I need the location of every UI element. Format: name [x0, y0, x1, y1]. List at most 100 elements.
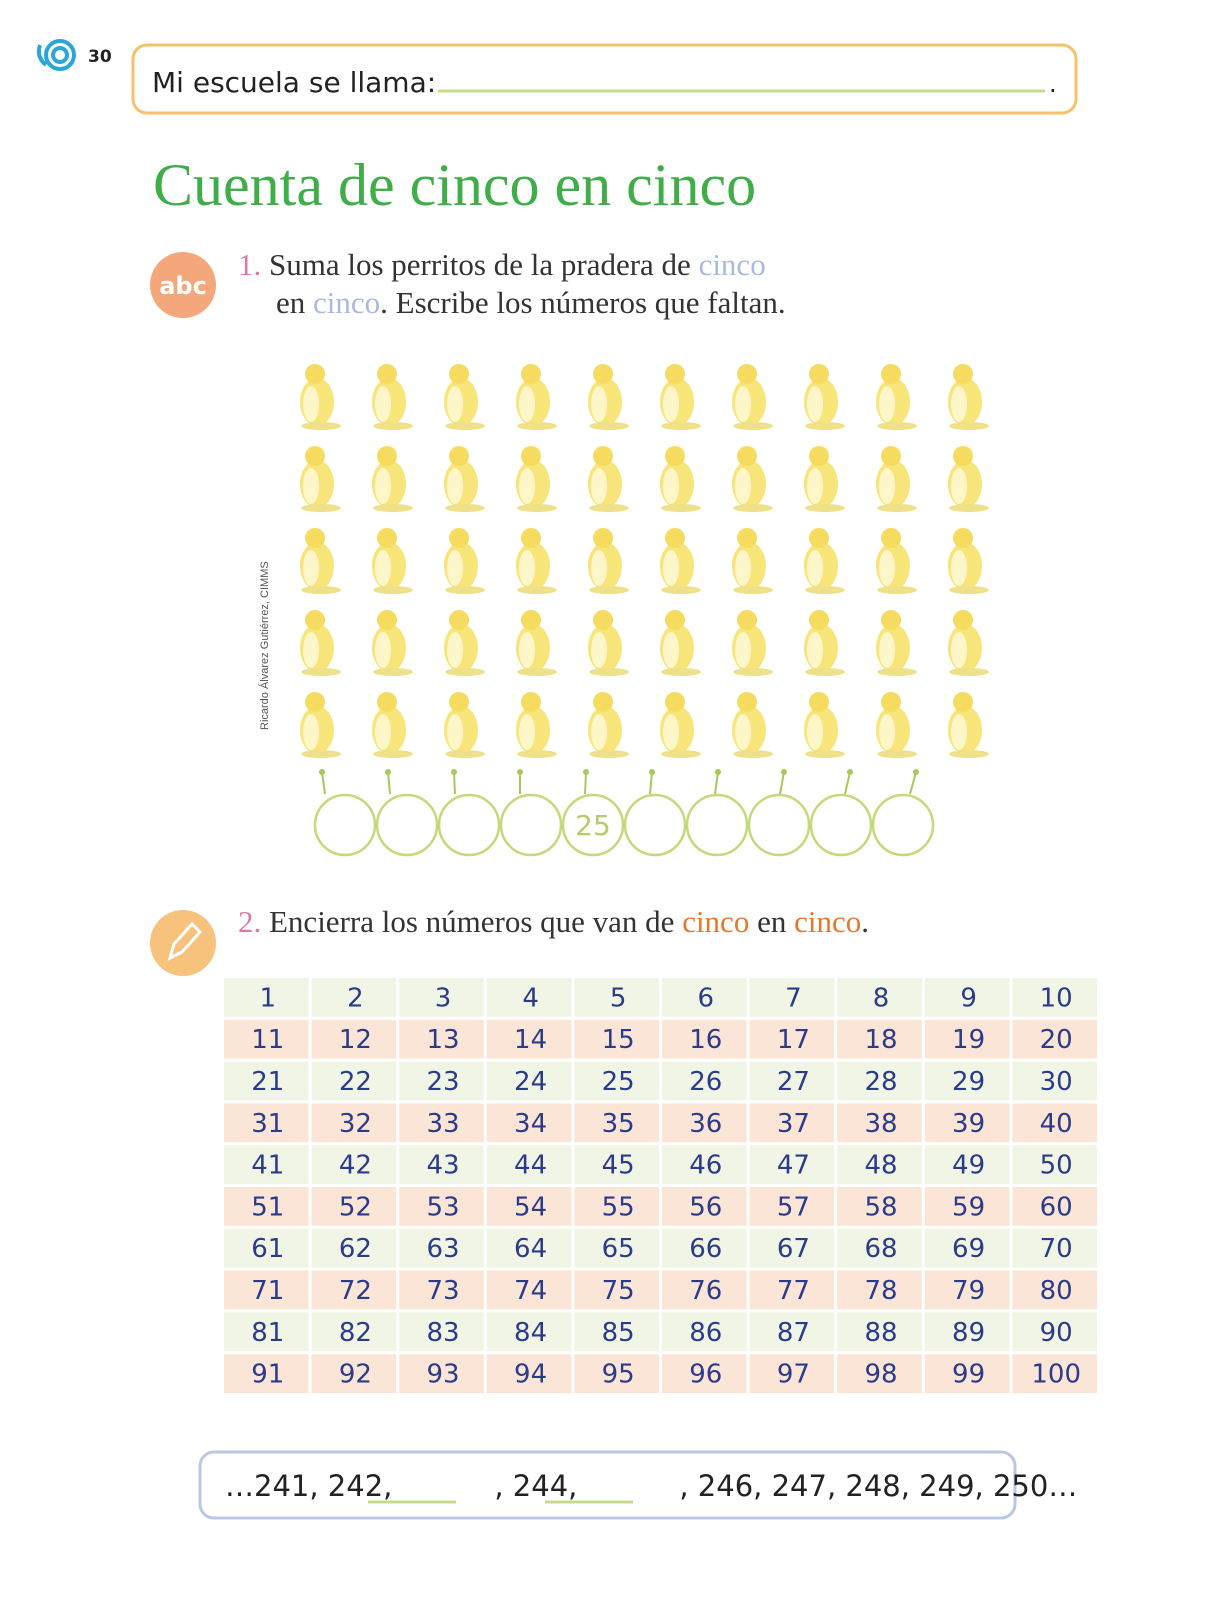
cell [924, 1187, 1010, 1226]
cell-number: 76 [689, 1276, 722, 1306]
cell [574, 1312, 659, 1352]
cell-number: 74 [514, 1276, 547, 1306]
cell [662, 1187, 747, 1226]
cell [224, 1103, 309, 1143]
cell-number: 1 [260, 983, 277, 1013]
dog-head [593, 528, 613, 548]
dog-belly [735, 550, 751, 586]
dog-feet [733, 750, 773, 758]
prairie-dog [660, 364, 701, 430]
cell-number: 16 [689, 1025, 722, 1055]
arrow [844, 771, 851, 795]
cell [837, 1103, 922, 1143]
dog-feet [949, 422, 989, 430]
dog-head [305, 692, 325, 712]
prairie-dog [588, 446, 629, 512]
cell-number: 39 [952, 1109, 985, 1139]
cell-number: 68 [864, 1234, 897, 1264]
cell-number: 61 [251, 1234, 284, 1264]
cell [399, 1312, 484, 1352]
cell [224, 1145, 309, 1184]
cell-number: 86 [689, 1318, 722, 1348]
cell [662, 1145, 747, 1184]
dog-feet [373, 504, 413, 512]
prairie-dog [804, 364, 845, 430]
cell [486, 1103, 572, 1143]
dog-feet [373, 668, 413, 676]
cell-number: 3 [435, 983, 452, 1013]
dog-head [737, 610, 757, 630]
arrow [714, 771, 719, 795]
dog-belly [447, 386, 463, 422]
cell [224, 1019, 309, 1059]
cell [1012, 1145, 1097, 1184]
cell [924, 1145, 1010, 1184]
cell-number: 52 [339, 1192, 372, 1222]
dog-belly [951, 468, 967, 504]
cell [1012, 1270, 1097, 1310]
book-icon [36, 39, 76, 71]
dog-feet [373, 586, 413, 594]
cell-number: 69 [952, 1234, 985, 1264]
cell-number: 11 [251, 1025, 284, 1055]
dog-head [305, 528, 325, 548]
cell [224, 1354, 309, 1393]
dog-head [593, 610, 613, 630]
cell-number: 55 [602, 1192, 635, 1222]
dog-head [449, 446, 469, 466]
dog-belly [879, 714, 895, 750]
cell [662, 1228, 747, 1268]
cell-number: 75 [602, 1276, 635, 1306]
dog-head [665, 692, 685, 712]
cell-number: 100 [1031, 1360, 1081, 1390]
arrow-head [517, 769, 523, 775]
prairie-dog [804, 446, 845, 512]
cell [749, 1312, 835, 1352]
cell [837, 1145, 922, 1184]
prairie-dog [948, 364, 989, 430]
cell-number: 62 [339, 1234, 372, 1264]
answer-circle [437, 793, 501, 857]
dog-head [305, 610, 325, 630]
cell [311, 1061, 397, 1101]
dog-belly [735, 468, 751, 504]
prairie-dog [516, 692, 557, 758]
prairie-dog [444, 528, 485, 594]
dog-belly [663, 550, 679, 586]
dog-feet [733, 422, 773, 430]
cell-number: 91 [251, 1360, 284, 1390]
dog-feet [877, 422, 917, 430]
dog-belly [447, 714, 463, 750]
cell-number: 97 [777, 1360, 810, 1390]
dog-feet [661, 504, 701, 512]
cell-number: 51 [251, 1192, 284, 1222]
dog-feet [877, 504, 917, 512]
prairie-dog [660, 692, 701, 758]
cell [311, 1145, 397, 1184]
dog-feet [733, 668, 773, 676]
cell [486, 978, 572, 1017]
abc-icon [150, 252, 216, 318]
arrow-head [781, 769, 787, 775]
dog-head [665, 528, 685, 548]
cell [924, 1061, 1010, 1101]
cell [574, 1270, 659, 1310]
prairie-dog [516, 610, 557, 676]
dog-belly [519, 386, 535, 422]
cell-number: 26 [689, 1067, 722, 1097]
dog-belly [591, 386, 607, 422]
prairie-dog [876, 528, 917, 594]
cell [1012, 1187, 1097, 1226]
prairie-dog [372, 528, 413, 594]
cell [399, 1354, 484, 1393]
prairie-dog [732, 610, 773, 676]
dog-belly [591, 550, 607, 586]
dog-belly [807, 386, 823, 422]
prairie-dog [516, 528, 557, 594]
cell [1012, 1061, 1097, 1101]
cell [1012, 1312, 1097, 1352]
dog-feet [517, 586, 557, 594]
dog-belly [303, 468, 319, 504]
